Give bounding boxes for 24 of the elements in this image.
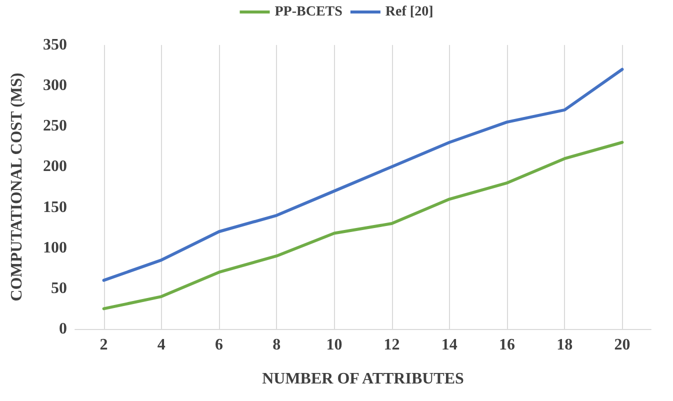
x-tick-label: 12 bbox=[384, 336, 400, 354]
legend-label: Ref [20] bbox=[385, 4, 434, 20]
x-tick-label: 2 bbox=[100, 336, 108, 354]
line-series bbox=[102, 68, 624, 282]
y-tick-label: 0 bbox=[59, 320, 67, 338]
legend-label: PP-BCETS bbox=[274, 4, 343, 20]
x-tick-label: 18 bbox=[556, 336, 573, 354]
x-tick-label: 8 bbox=[272, 336, 281, 354]
x-tick-label: 4 bbox=[157, 336, 166, 354]
y-tick-label: 50 bbox=[51, 280, 67, 297]
x-tick-label: 14 bbox=[441, 336, 458, 354]
y-tick-label: 350 bbox=[43, 36, 67, 54]
x-axis-title: NUMBER OF ATTRIBUTES bbox=[262, 370, 464, 388]
y-tick-label: 200 bbox=[43, 158, 67, 176]
x-tick-label: 6 bbox=[215, 336, 223, 354]
x-tick-label: 10 bbox=[326, 336, 342, 354]
x-tick-label: 16 bbox=[499, 336, 515, 354]
line-series bbox=[102, 140, 624, 310]
y-axis-title: COMPUTATIONAL COST (MS) bbox=[8, 72, 26, 302]
y-tick-label: 100 bbox=[43, 239, 67, 256]
y-tick-label: 150 bbox=[43, 198, 67, 216]
y-tick-label: 250 bbox=[43, 118, 67, 135]
y-tick-label: 300 bbox=[43, 77, 67, 94]
x-tick-label: 20 bbox=[614, 336, 630, 354]
